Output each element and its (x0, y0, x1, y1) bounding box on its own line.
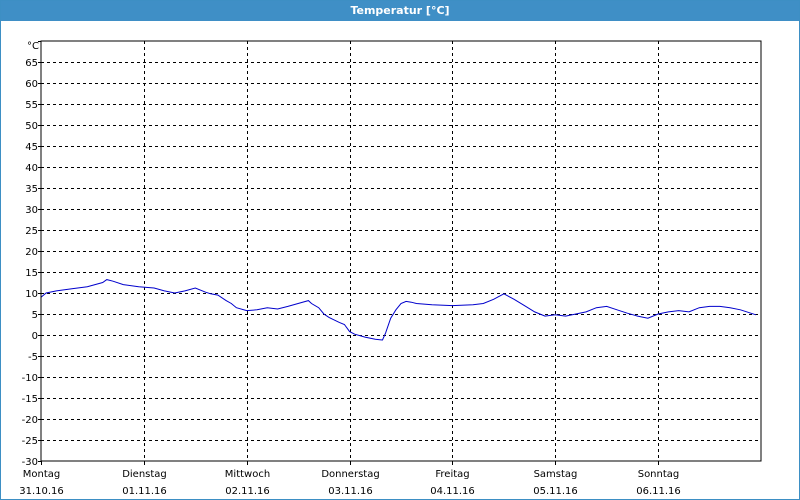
grid-layer (41, 41, 761, 461)
window-title: Temperatur [°C] (1, 1, 799, 21)
y-tick-label: 45 (25, 142, 38, 153)
axis-layer: -30 -25 -20 -15 -10 -5 0 5 10 15 20 25 30 35 40 45 50 55 6… (19, 40, 762, 497)
y-tick-label: -30 (22, 457, 38, 468)
x-tick-label-date: 06.11.16 (636, 486, 681, 497)
series-layer (40, 279, 757, 341)
y-tick-label: -5 (28, 352, 38, 363)
y-tick-label: 15 (25, 268, 38, 279)
y-tick-label: 60 (25, 79, 38, 90)
y-tick-label: -25 (22, 436, 38, 447)
x-tick-label-day: Donnerstag (321, 469, 379, 480)
x-tick-label-date: 05.11.16 (533, 486, 578, 497)
y-tick-label: 25 (25, 226, 38, 237)
y-tick-label: 35 (25, 184, 38, 195)
x-tick-label-day: Mittwoch (225, 469, 270, 480)
x-tick-label-date: 31.10.16 (19, 486, 64, 497)
x-tick-label-date: 02.11.16 (225, 486, 270, 497)
y-tick-label: 10 (25, 289, 38, 300)
y-tick-label: 0 (32, 331, 38, 342)
y-tick-label: -20 (22, 415, 38, 426)
y-tick-label: -15 (22, 394, 38, 405)
y-tick-label: -10 (22, 373, 38, 384)
x-tick-label-day: Freitag (435, 469, 469, 480)
y-unit-label: °C (27, 41, 39, 52)
x-tick-label-day: Samstag (534, 469, 578, 480)
x-tick-label-date: 01.11.16 (122, 486, 167, 497)
y-tick-label: 40 (25, 163, 38, 174)
x-tick-label-date: 03.11.16 (328, 486, 373, 497)
series-line-temperature (40, 279, 757, 341)
x-tick-label-date: 04.11.16 (430, 486, 475, 497)
y-tick-label: 50 (25, 121, 38, 132)
y-tick-label: 20 (25, 247, 38, 258)
y-tick-label: 65 (25, 58, 38, 69)
x-tick-label-day: Dienstag (122, 469, 167, 480)
y-tick-label: 30 (25, 205, 38, 216)
y-tick-label: 55 (25, 100, 38, 111)
x-tick-label-day: Sonntag (638, 469, 680, 480)
x-tick-label-day: Montag (23, 469, 60, 480)
y-tick-label: 5 (32, 310, 38, 321)
